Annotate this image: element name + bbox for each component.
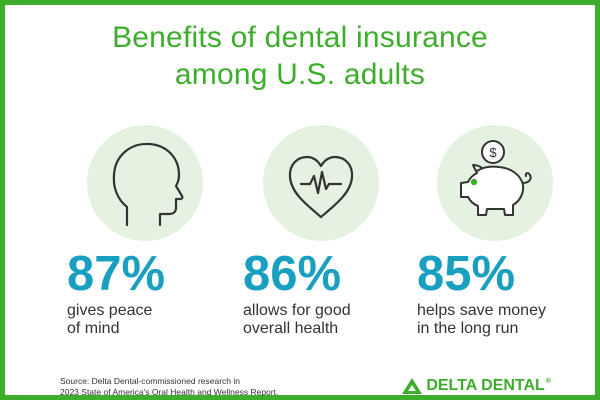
source-line-1: Source: Delta Dental-commissioned resear… bbox=[60, 376, 240, 386]
stat-description-line-1: helps save money bbox=[417, 302, 546, 319]
stat-description-line-2: overall health bbox=[243, 320, 339, 337]
icon-circle bbox=[87, 125, 203, 241]
title-line-1: Benefits of dental insurance bbox=[112, 21, 488, 54]
icon-circle bbox=[263, 125, 379, 241]
stat-description: gives peace of mind bbox=[67, 302, 237, 338]
heart-pulse-icon bbox=[288, 155, 354, 219]
stat-description-line-1: gives peace bbox=[67, 302, 153, 319]
brand-logo: DELTA DENTAL ® bbox=[402, 377, 551, 395]
stat-description-line-2: of mind bbox=[67, 320, 120, 337]
source-note: Source: Delta Dental-commissioned resear… bbox=[60, 376, 278, 398]
stat-description: allows for good overall health bbox=[243, 302, 413, 338]
stat-value: 87% bbox=[67, 247, 166, 301]
head-profile-icon bbox=[112, 142, 184, 227]
registered-mark: ® bbox=[545, 377, 551, 385]
stat-description: helps save money in the long run bbox=[417, 302, 587, 338]
source-line-2: 2023 State of America's Oral Health and … bbox=[60, 387, 279, 397]
stat-value: 86% bbox=[243, 247, 342, 301]
stat-description-line-1: allows for good bbox=[243, 302, 351, 319]
delta-triangle-icon bbox=[402, 378, 423, 394]
brand-name: DELTA DENTAL bbox=[426, 377, 545, 394]
stat-description-line-2: in the long run bbox=[417, 320, 519, 337]
page-title: Benefits of dental insurance among U.S. … bbox=[5, 19, 595, 93]
icon-circle: $ bbox=[437, 125, 553, 241]
stat-value: 85% bbox=[417, 247, 516, 301]
piggy-bank-icon: $ bbox=[460, 140, 532, 216]
title-line-2: among U.S. adults bbox=[174, 58, 426, 91]
svg-text:$: $ bbox=[489, 145, 497, 160]
